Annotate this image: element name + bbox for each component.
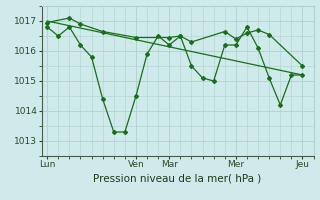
X-axis label: Pression niveau de la mer( hPa ): Pression niveau de la mer( hPa ) [93,173,262,183]
